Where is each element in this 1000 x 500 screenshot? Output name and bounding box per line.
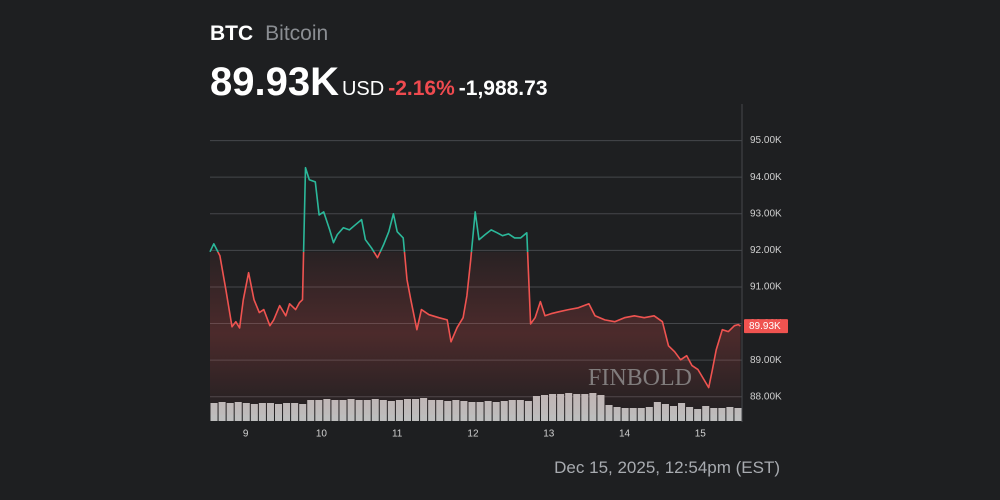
price-line xyxy=(209,166,741,389)
currency: USD xyxy=(342,78,384,100)
x-tick-label: 9 xyxy=(243,429,249,440)
y-tick-label: 88.00K xyxy=(750,391,782,402)
x-tick-label: 13 xyxy=(543,429,555,440)
y-tick-label: 91.00K xyxy=(750,282,782,293)
y-tick-label: 95.00K xyxy=(750,135,782,146)
x-tick-label: 15 xyxy=(695,429,707,440)
x-tick-label: 14 xyxy=(619,429,631,440)
last-price-tag xyxy=(744,319,788,334)
y-tick-label: 93.00K xyxy=(750,208,782,219)
symbol: BTC xyxy=(210,22,253,45)
watermark: FINBOLD xyxy=(588,365,692,391)
y-tick-label: 94.00K xyxy=(750,172,782,183)
timestamp: Dec 15, 2025, 12:54pm (EST) xyxy=(554,458,780,477)
asset-name: Bitcoin xyxy=(265,22,328,45)
price: 89.93K xyxy=(210,60,339,104)
last-price-label: 89.93K xyxy=(749,321,781,332)
y-tick-label: 92.00K xyxy=(750,245,782,256)
y-tick-label: 89.00K xyxy=(750,355,782,366)
price-area xyxy=(210,251,741,415)
x-tick-label: 10 xyxy=(316,429,328,440)
x-tick-label: 12 xyxy=(467,429,479,440)
change-percent: -2.16% xyxy=(388,77,455,100)
x-tick-label: 11 xyxy=(392,429,403,440)
change: -1,988.73 xyxy=(459,77,548,100)
